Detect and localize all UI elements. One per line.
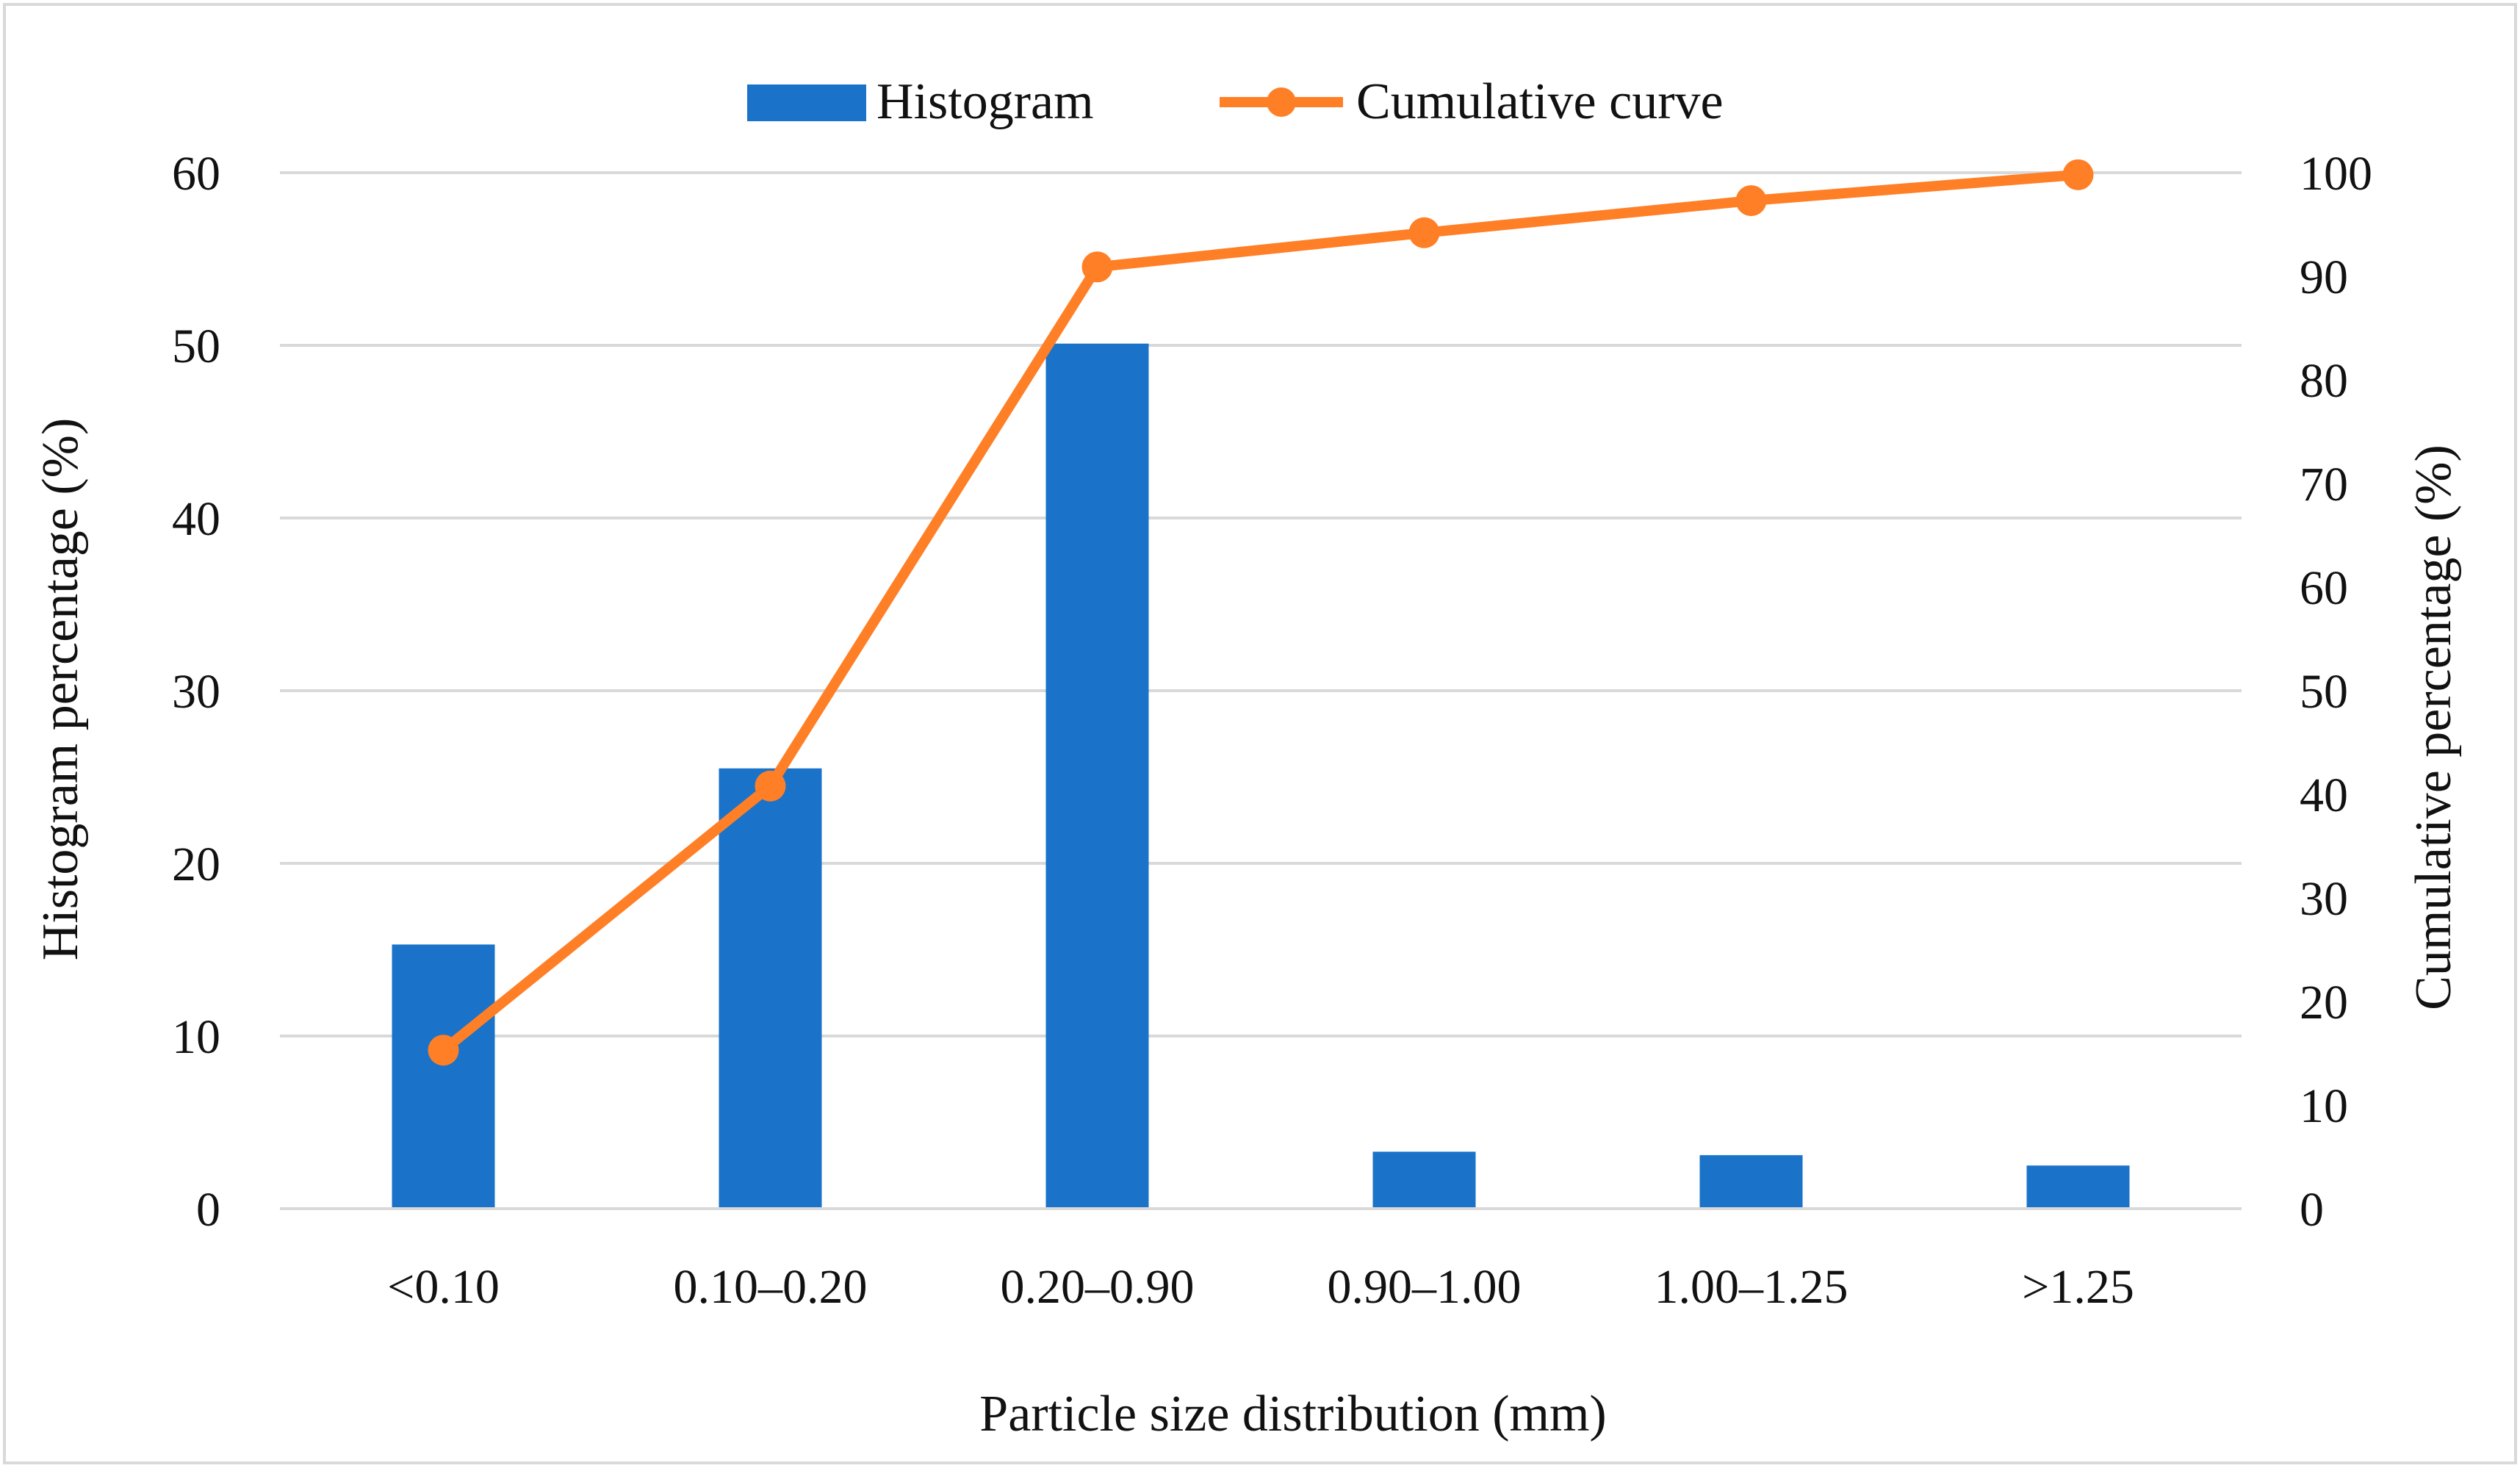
y2-tick-label: 80	[2300, 354, 2348, 408]
y2-tick-label: 0	[2300, 1183, 2324, 1237]
x-tick-label: 0.20–0.90	[1001, 1260, 1195, 1314]
y-tick-label: 50	[172, 320, 220, 373]
y2-tick-label: 100	[2300, 147, 2372, 201]
legend-histogram-swatch	[747, 84, 866, 121]
x-tick-label: 0.90–1.00	[1328, 1260, 1522, 1314]
cumulative-point	[1081, 251, 1113, 283]
legend-cumulative-marker	[1267, 87, 1296, 117]
y2-tick-label: 70	[2300, 458, 2348, 511]
y-tick-label: 60	[172, 147, 220, 201]
cumulative-line	[438, 169, 2084, 1056]
chart-frame	[3, 3, 2517, 1464]
histogram-bar	[1699, 1155, 1803, 1209]
y2-tick-label: 40	[2300, 769, 2348, 822]
y-tick-label: 10	[172, 1010, 220, 1064]
histogram-bars	[392, 343, 2130, 1209]
y-tick-label: 30	[172, 665, 220, 719]
cumulative-point	[2062, 159, 2094, 190]
x-tick-label: 1.00–1.25	[1655, 1260, 1848, 1314]
histogram-bar	[392, 944, 495, 1209]
histogram-bar	[719, 768, 822, 1209]
y2-tick-label: 10	[2300, 1079, 2348, 1133]
y2-tick-label: 60	[2300, 561, 2348, 615]
y-tick-label: 20	[172, 838, 220, 891]
x-tick-label: >1.25	[2022, 1260, 2134, 1314]
histogram-bar	[1045, 343, 1149, 1209]
histogram-bar	[1372, 1151, 1476, 1209]
y2-tick-label: 30	[2300, 872, 2348, 926]
legend: Histogram Cumulative curve	[747, 73, 1724, 130]
y2-tick-label: 50	[2300, 665, 2348, 719]
y-tick-label: 40	[172, 492, 220, 546]
y-tick-label: 0	[196, 1183, 220, 1237]
y2-axis-title: Cumulative percentage (%)	[2405, 445, 2462, 1010]
histogram-bar	[2026, 1165, 2130, 1209]
y2-tick-label: 20	[2300, 976, 2348, 1029]
x-axis-title: Particle size distribution (mm)	[979, 1386, 1606, 1442]
legend-cumulative-label: Cumulative curve	[1356, 73, 1724, 130]
y-axis-title: Histogram percentage (%)	[32, 418, 89, 961]
cumulative-curve	[428, 159, 2094, 1066]
cumulative-point	[428, 1035, 459, 1066]
x-tick-label: 0.10–0.20	[674, 1260, 868, 1314]
gridlines	[280, 171, 2242, 1037]
y2-tick-label: 90	[2300, 251, 2348, 304]
axes: 0 10 20 30 40 50 60 0 10 20 30 40 50 60 70 80 90 100 <0.10…	[172, 147, 2372, 1314]
legend-histogram-label: Histogram	[876, 73, 1094, 130]
cumulative-point	[1735, 185, 1767, 217]
cumulative-point	[1408, 217, 1440, 248]
x-tick-label: <0.10	[387, 1260, 500, 1314]
cumulative-point	[755, 770, 786, 802]
